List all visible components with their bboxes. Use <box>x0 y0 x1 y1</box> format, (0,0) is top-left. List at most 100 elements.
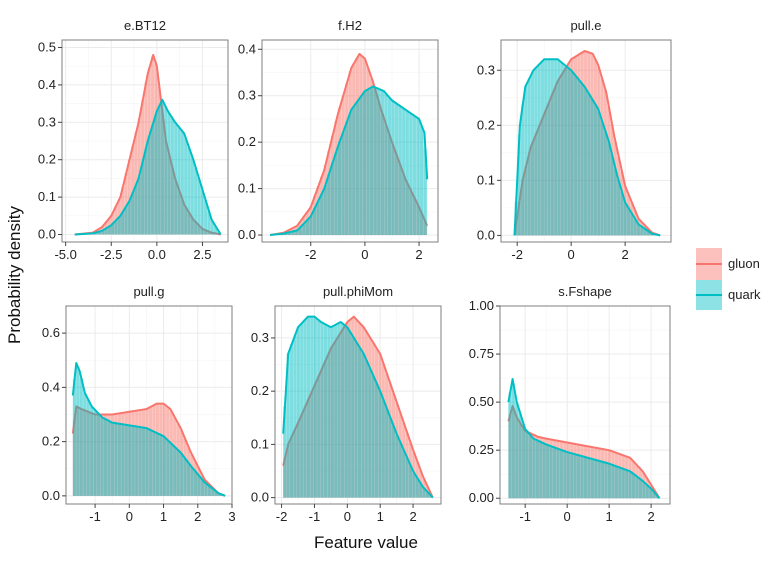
hist-bar-quark <box>295 230 299 236</box>
y-tick-label: 0.1 <box>251 436 269 451</box>
hist-bar-quark <box>542 443 546 499</box>
hist-bar-quark <box>337 141 342 236</box>
hist-bar-quark <box>527 78 531 236</box>
hist-bar-quark <box>384 93 388 236</box>
hist-bar-gluon <box>337 107 342 236</box>
panel-border <box>61 39 229 243</box>
hist-bar-quark <box>560 63 564 236</box>
hist-bar-gluon <box>173 417 177 496</box>
hist-bar-quark <box>380 90 384 236</box>
hist-bar-quark <box>531 71 534 236</box>
hist-bar-gluon <box>124 412 128 496</box>
hist-bar-quark <box>90 406 94 496</box>
hist-bar-gluon <box>180 430 184 496</box>
hist-bar-gluon <box>635 465 639 499</box>
hist-bar-gluon <box>409 190 413 236</box>
hist-bar-quark <box>544 59 548 236</box>
hist-bar-gluon <box>341 95 345 236</box>
hist-bar-quark <box>611 465 615 499</box>
hist-bar-gluon <box>114 413 118 496</box>
hist-bar-gluon <box>387 135 392 236</box>
density-line-quark <box>71 361 226 497</box>
y-tick-label: 0.2 <box>38 152 56 167</box>
hist-bar-quark <box>618 467 622 499</box>
hist-bar-quark <box>303 319 307 498</box>
hist-bar-quark <box>613 168 617 236</box>
hist-bar-quark <box>97 231 101 235</box>
hist-bar-quark <box>587 458 591 499</box>
hist-bar-gluon <box>307 398 311 498</box>
y-tick-label: 0.1 <box>238 181 256 196</box>
hist-bar-quark <box>521 104 525 236</box>
hist-bar-quark <box>524 85 528 236</box>
panel-0: e.BT12 -5.0 -2.5 0.0 2.5 0.0 0.1 0.2 0.3 0.4 0.5 <box>38 18 229 262</box>
hist-bar-quark <box>97 413 101 496</box>
y-tick-label: 0.4 <box>238 41 256 56</box>
hist-bar-gluon <box>364 331 368 498</box>
y-tick-label: 0.2 <box>238 134 256 149</box>
hist-bar-quark <box>546 445 550 499</box>
hist-bar-gluon <box>574 56 578 236</box>
hist-bar-gluon <box>567 62 571 236</box>
hist-bar-quark <box>298 227 302 236</box>
hist-bar-gluon <box>645 478 649 499</box>
hist-bar-quark <box>573 454 577 499</box>
hist-bar-gluon <box>640 222 644 236</box>
y-tick-label: 0.50 <box>469 394 494 409</box>
hist-bar-quark <box>194 167 198 235</box>
hist-bar-gluon <box>83 410 87 496</box>
hist-bar-gluon <box>607 450 612 499</box>
hist-bar-gluon <box>521 179 525 236</box>
hist-bar-quark <box>347 330 351 498</box>
hist-bar-quark <box>412 472 416 498</box>
hist-bar-gluon <box>398 165 402 236</box>
y-tick-label: 0.2 <box>251 383 269 398</box>
hist-bar-quark <box>190 467 194 496</box>
hist-bar-gluon <box>187 212 191 235</box>
panel-data <box>282 315 434 499</box>
hist-bar-gluon <box>525 431 529 499</box>
x-tick-label: -2.5 <box>100 247 122 262</box>
hist-bar-quark <box>142 427 146 496</box>
y-tick-label: 0.1 <box>477 172 495 187</box>
hist-bar-quark <box>627 208 631 236</box>
hist-bar-gluon <box>142 409 146 496</box>
hist-bar-quark <box>517 134 521 236</box>
hist-bar-gluon <box>577 444 581 499</box>
hist-bar-gluon <box>138 410 142 496</box>
hist-bar-gluon <box>573 443 577 499</box>
hist-bar-quark <box>652 492 656 499</box>
y-tick-label: 0.3 <box>38 114 56 129</box>
hist-bar-gluon <box>127 159 131 235</box>
hist-bar-gluon <box>366 68 370 236</box>
hist-bar-quark <box>388 417 392 498</box>
hist-bar-gluon <box>607 106 611 236</box>
panel-5: s.Fshape -1 0 1 2 0.00 0.25 0.50 0.75 1.00 <box>469 284 671 524</box>
hist-bar-gluon <box>337 334 341 498</box>
hist-bar-gluon <box>515 417 519 499</box>
hist-bar-quark <box>155 433 159 496</box>
hist-bar-quark <box>176 450 180 496</box>
hist-bar-gluon <box>384 124 388 236</box>
hist-bar-gluon <box>405 432 409 498</box>
hist-bar-quark <box>169 443 173 496</box>
hist-bar-gluon <box>93 414 97 496</box>
hist-bar-gluon <box>544 109 548 236</box>
hist-bar-quark <box>207 486 211 496</box>
hist-bar-gluon <box>542 438 546 499</box>
hist-bar-quark <box>352 106 356 236</box>
hist-bar-gluon <box>593 59 597 236</box>
histogram-quark <box>514 59 660 236</box>
panel-title: s.Fshape <box>558 284 611 299</box>
hist-bar-gluon <box>534 134 538 236</box>
hist-bar-gluon <box>300 414 304 498</box>
hist-bar-quark <box>550 59 554 236</box>
x-tick-label: 2 <box>622 247 629 262</box>
hist-bar-quark <box>117 423 121 496</box>
density-area-quark <box>270 86 428 236</box>
hist-bar-gluon <box>128 411 132 496</box>
y-tick-label: 0.0 <box>42 488 60 503</box>
hist-bar-quark <box>204 200 208 235</box>
hist-bar-quark <box>385 408 389 498</box>
hist-bar-quark <box>381 399 385 498</box>
